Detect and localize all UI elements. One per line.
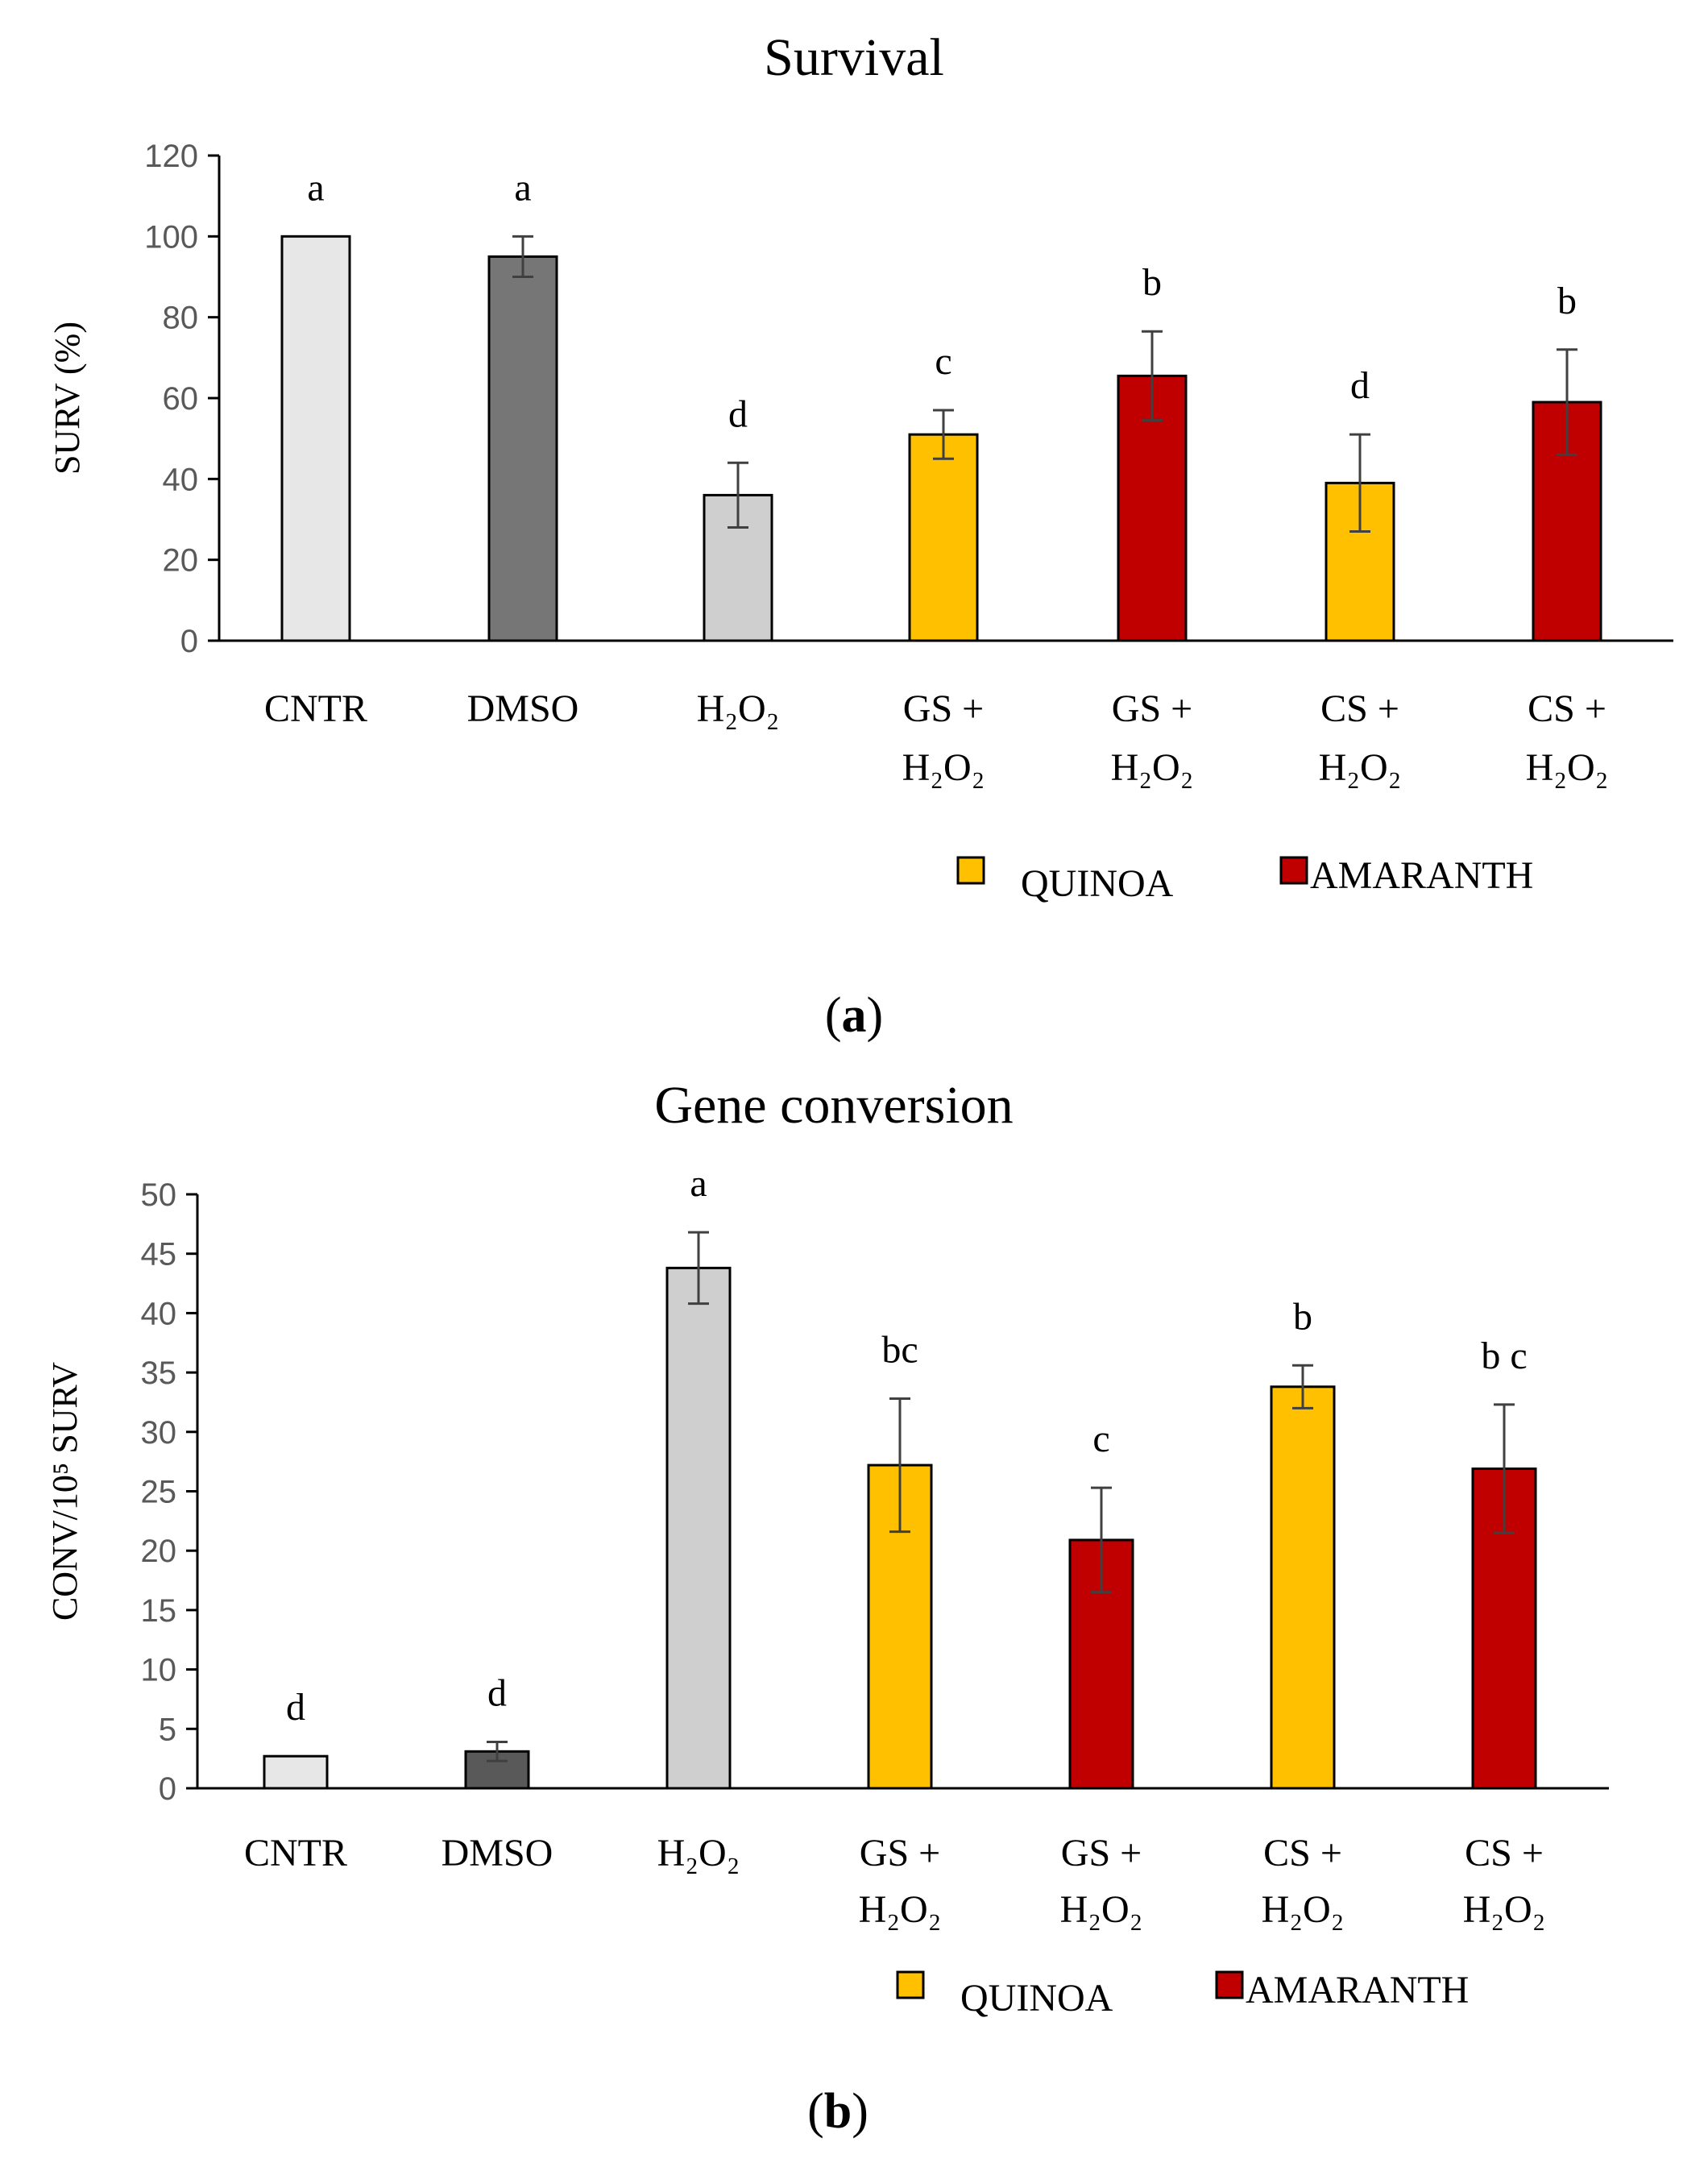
y-tick-label: 15 [141, 1593, 177, 1629]
chart-title: Survival [764, 28, 944, 87]
category-label: DMSO [442, 1832, 553, 1874]
bar [280, 235, 351, 642]
y-axis-title: CONV/10⁵ SURV [45, 1362, 85, 1621]
y-tick-label: 50 [141, 1177, 177, 1213]
significance-letter: b [1557, 280, 1577, 322]
significance-letter: b [1142, 261, 1162, 304]
category-label: DMSO [467, 687, 579, 730]
y-tick-label: 100 [144, 219, 198, 255]
y-tick-label: 35 [141, 1356, 177, 1391]
category-label: H₂O₂ [902, 746, 985, 789]
y-tick-label: 80 [163, 301, 199, 336]
legend-swatch-quinoa [896, 1970, 925, 1999]
significance-letter: d [487, 1672, 507, 1715]
chart-title: Gene conversion [654, 1076, 1013, 1135]
legend-label-amaranth: AMARANTH [1310, 854, 1533, 897]
significance-letter: a [690, 1162, 707, 1205]
y-tick-label: 20 [163, 543, 199, 579]
bar [1270, 1385, 1336, 1790]
bar [263, 1754, 329, 1790]
category-label: CNTR [264, 687, 367, 730]
category-label: CS + [1320, 687, 1399, 730]
panel-label: (a) [825, 988, 883, 1043]
y-tick-label: 5 [159, 1712, 176, 1747]
y-tick-label: 25 [141, 1475, 177, 1510]
significance-letter: c [935, 340, 951, 383]
category-label: H₂O₂ [1463, 1888, 1546, 1931]
gene-conversion-chart: Gene conversion CONV/10⁵ SURV 0 5 10 15 20 25 30… [45, 1076, 1609, 2139]
category-label: GS + [1112, 687, 1192, 730]
category-label: H₂O₂ [697, 687, 780, 730]
significance-letter: a [307, 166, 324, 209]
bar [487, 255, 558, 642]
category-label: CS + [1465, 1832, 1544, 1874]
bar [908, 433, 979, 642]
legend-label-amaranth: AMARANTH [1246, 1969, 1469, 2011]
y-tick-label: 20 [141, 1534, 177, 1569]
significance-letter: c [1092, 1418, 1109, 1460]
panel-label: (b) [807, 2084, 869, 2139]
category-label: GS + [860, 1832, 940, 1874]
category-label: CNTR [244, 1832, 347, 1874]
y-tick-label: 120 [144, 139, 198, 174]
y-tick-label: 0 [159, 1771, 176, 1807]
category-label: CS + [1528, 687, 1606, 730]
category-label: H₂O₂ [1060, 1888, 1143, 1931]
legend-swatch-amaranth [1279, 856, 1308, 885]
legend-label-quinoa: QUINOA [960, 1977, 1113, 2020]
significance-letter: d [286, 1686, 305, 1729]
y-tick-label: 45 [141, 1237, 177, 1272]
category-label: H₂O₂ [859, 1888, 942, 1931]
category-label: H₂O₂ [1526, 746, 1609, 789]
y-tick-label: 40 [163, 462, 199, 497]
significance-letter: b c [1481, 1335, 1527, 1377]
significance-letter: bc [881, 1329, 918, 1372]
category-label: GS + [903, 687, 984, 730]
bar [665, 1266, 732, 1790]
significance-letter: b [1293, 1295, 1312, 1338]
legend-label-quinoa: QUINOA [1021, 862, 1174, 905]
significance-letter: d [728, 392, 748, 435]
y-tick-label: 0 [180, 624, 198, 659]
significance-letter: a [514, 166, 531, 209]
category-label: CS + [1263, 1832, 1342, 1874]
y-tick-label: 10 [141, 1653, 177, 1688]
category-label: H₂O₂ [1111, 746, 1194, 789]
y-tick-label: 30 [141, 1415, 177, 1451]
y-tick-label: 40 [141, 1296, 177, 1331]
category-label: H₂O₂ [1262, 1888, 1345, 1931]
category-label: GS + [1061, 1832, 1142, 1874]
category-label: H₂O₂ [657, 1832, 740, 1874]
y-tick-label: 60 [163, 381, 199, 417]
significance-letter: d [1350, 364, 1370, 407]
legend-swatch-amaranth [1215, 1970, 1244, 1999]
survival-chart: Survival SURV (%) 0 20 40 60 80 100 120 a CNTR a DMS… [48, 28, 1673, 1043]
legend-swatch-quinoa [956, 856, 985, 885]
category-label: H₂O₂ [1319, 746, 1402, 789]
y-axis-title: SURV (%) [48, 322, 87, 475]
